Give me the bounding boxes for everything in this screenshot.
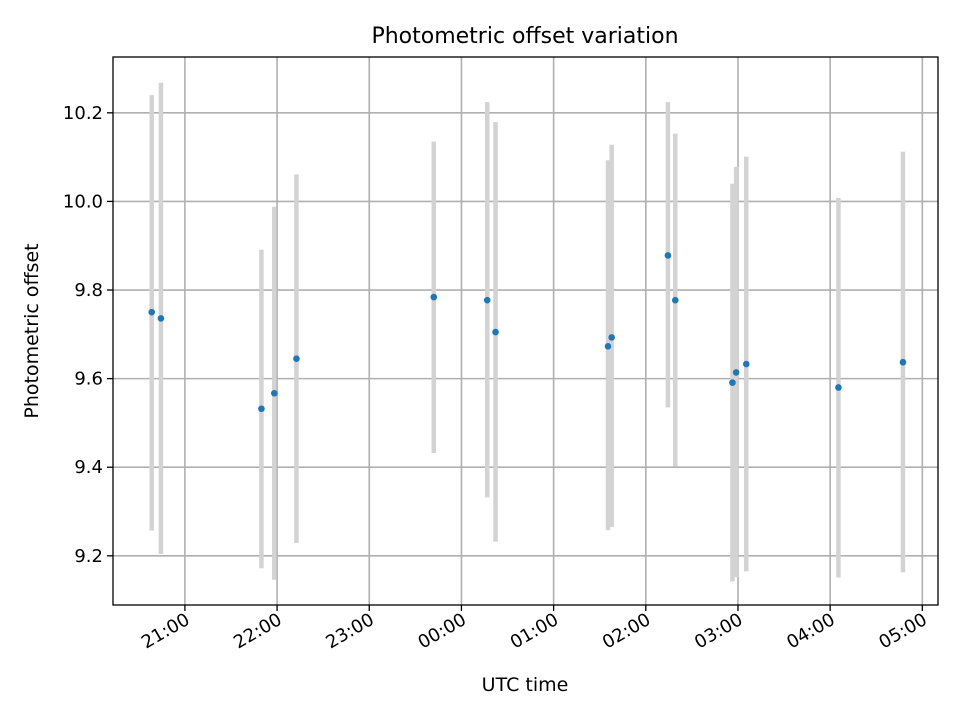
data-point [492,328,499,336]
y-tick-label: 9.2 [74,546,103,567]
data-point [148,308,156,316]
data-point [608,334,615,341]
y-tick-label: 10.2 [63,103,103,124]
x-tick-label: 21:00 [138,609,193,653]
y-tick-label: 9.4 [74,457,103,478]
y-tick-label: 9.8 [74,280,103,301]
x-tick-label: 00:00 [415,609,470,653]
data-point-layer [148,252,907,413]
data-point [604,342,612,350]
data-point [293,355,300,362]
x-axis-label: UTC time [482,674,569,696]
data-point [742,360,750,368]
data-point [271,389,278,397]
chart-title: Photometric offset variation [371,24,678,49]
data-point [483,296,491,304]
y-tick-label: 10.0 [63,191,103,212]
x-tick-label: 02:00 [599,609,654,653]
error-bar-layer [149,82,906,582]
data-point [729,379,736,386]
x-tick-label: 23:00 [322,609,377,653]
plot-frame [112,56,939,606]
data-point [258,405,265,413]
x-tick-label: 05:00 [875,609,930,653]
grid-layer [113,57,938,605]
data-point [671,296,679,304]
x-tick-label: 22:00 [230,609,285,653]
data-point [732,369,740,376]
data-point [430,293,438,301]
data-point [664,252,672,259]
x-tick-label: 04:00 [783,609,838,653]
data-point [157,315,165,322]
x-tick-label: 01:00 [507,609,562,653]
data-point [835,384,842,391]
y-axis-label: Photometric offset [21,243,43,418]
data-point [899,358,907,366]
x-tick-label: 03:00 [691,609,746,653]
y-tick-label: 9.6 [74,369,103,390]
